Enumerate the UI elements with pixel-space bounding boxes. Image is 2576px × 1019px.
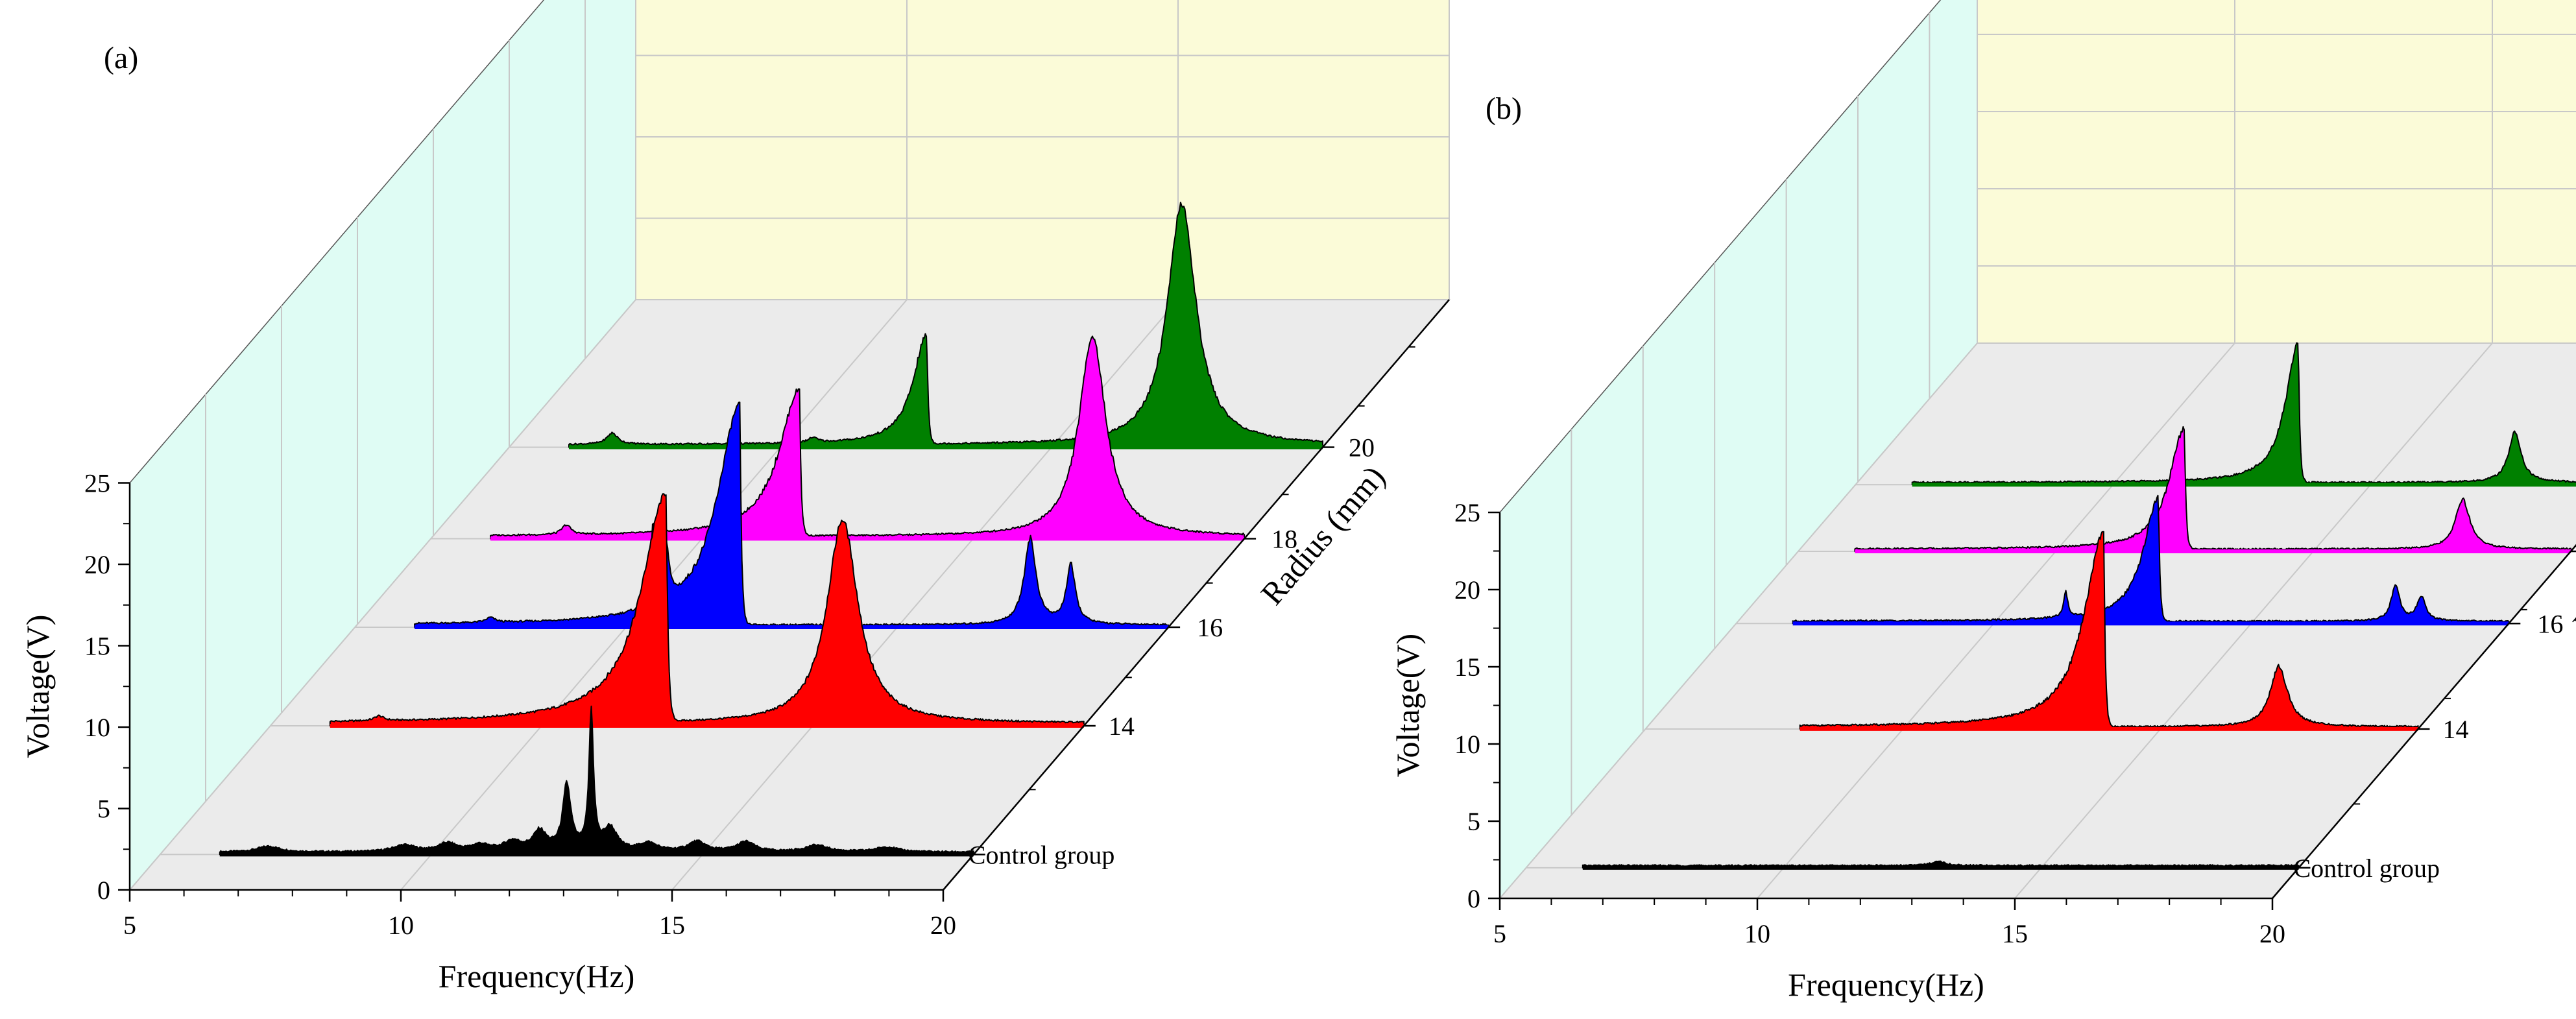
x-tick-label: 20 xyxy=(930,911,956,940)
series-control-group xyxy=(219,705,974,856)
y-tick-label: 5 xyxy=(97,795,110,824)
y-axis-title: Voltage(V) xyxy=(19,615,56,758)
y-tick-label: 15 xyxy=(1454,653,1480,682)
back-wall xyxy=(1977,0,2576,344)
series-radius-16 xyxy=(1792,494,2510,625)
y-tick-label: 25 xyxy=(1454,498,1480,527)
z-tick-label: 16 xyxy=(1197,613,1223,642)
y-tick-label: 0 xyxy=(97,876,110,905)
series-radius-14 xyxy=(329,493,1085,726)
x-axis-title: Frequency(Hz) xyxy=(439,958,635,994)
z-tick-label: Control group xyxy=(969,840,1115,869)
z-axis-line xyxy=(2272,544,2576,899)
z-tick-label: 14 xyxy=(2442,715,2468,744)
y-tick-label: 20 xyxy=(84,550,110,579)
series-radius-18 xyxy=(490,335,1246,540)
y-tick-label: 5 xyxy=(1467,807,1480,836)
y-tick-label: 20 xyxy=(1454,575,1480,605)
y-tick-label: 10 xyxy=(1454,730,1480,759)
z-tick-label: 16 xyxy=(2537,609,2563,638)
x-tick-label: 20 xyxy=(2259,919,2285,948)
back-wall xyxy=(635,0,1450,300)
series-radius-20 xyxy=(568,201,1323,448)
z-tick-label: 20 xyxy=(1349,433,1375,462)
z-tick-label: 14 xyxy=(1109,712,1135,741)
y-tick-label: 0 xyxy=(1467,884,1480,913)
series-radius-16 xyxy=(414,402,1170,628)
panel-label: (b) xyxy=(1486,91,1522,126)
series-radius-20 xyxy=(1911,342,2576,486)
grid-line xyxy=(129,299,636,891)
z-axis-line xyxy=(943,299,1450,891)
grid-line xyxy=(1499,342,1978,899)
series-radius-14 xyxy=(1799,531,2419,730)
y-tick-label: 25 xyxy=(84,469,110,498)
z-tick-label: Control group xyxy=(2293,854,2440,883)
x-tick-label: 15 xyxy=(2002,919,2028,948)
y-tick-label: 10 xyxy=(84,713,110,742)
x-axis-title: Frequency(Hz) xyxy=(1788,966,1984,1003)
y-axis-title: Voltage(V) xyxy=(1390,634,1426,777)
y-tick-label: 15 xyxy=(84,632,110,661)
panel-label: (a) xyxy=(104,41,138,75)
x-tick-label: 5 xyxy=(123,911,136,940)
x-tick-label: 10 xyxy=(388,911,414,940)
x-tick-label: 15 xyxy=(659,911,685,940)
z-tick-label: 18 xyxy=(1271,525,1297,554)
series-radius-18 xyxy=(1854,426,2571,552)
x-tick-label: 10 xyxy=(1744,919,1770,948)
x-tick-label: 5 xyxy=(1493,919,1506,948)
